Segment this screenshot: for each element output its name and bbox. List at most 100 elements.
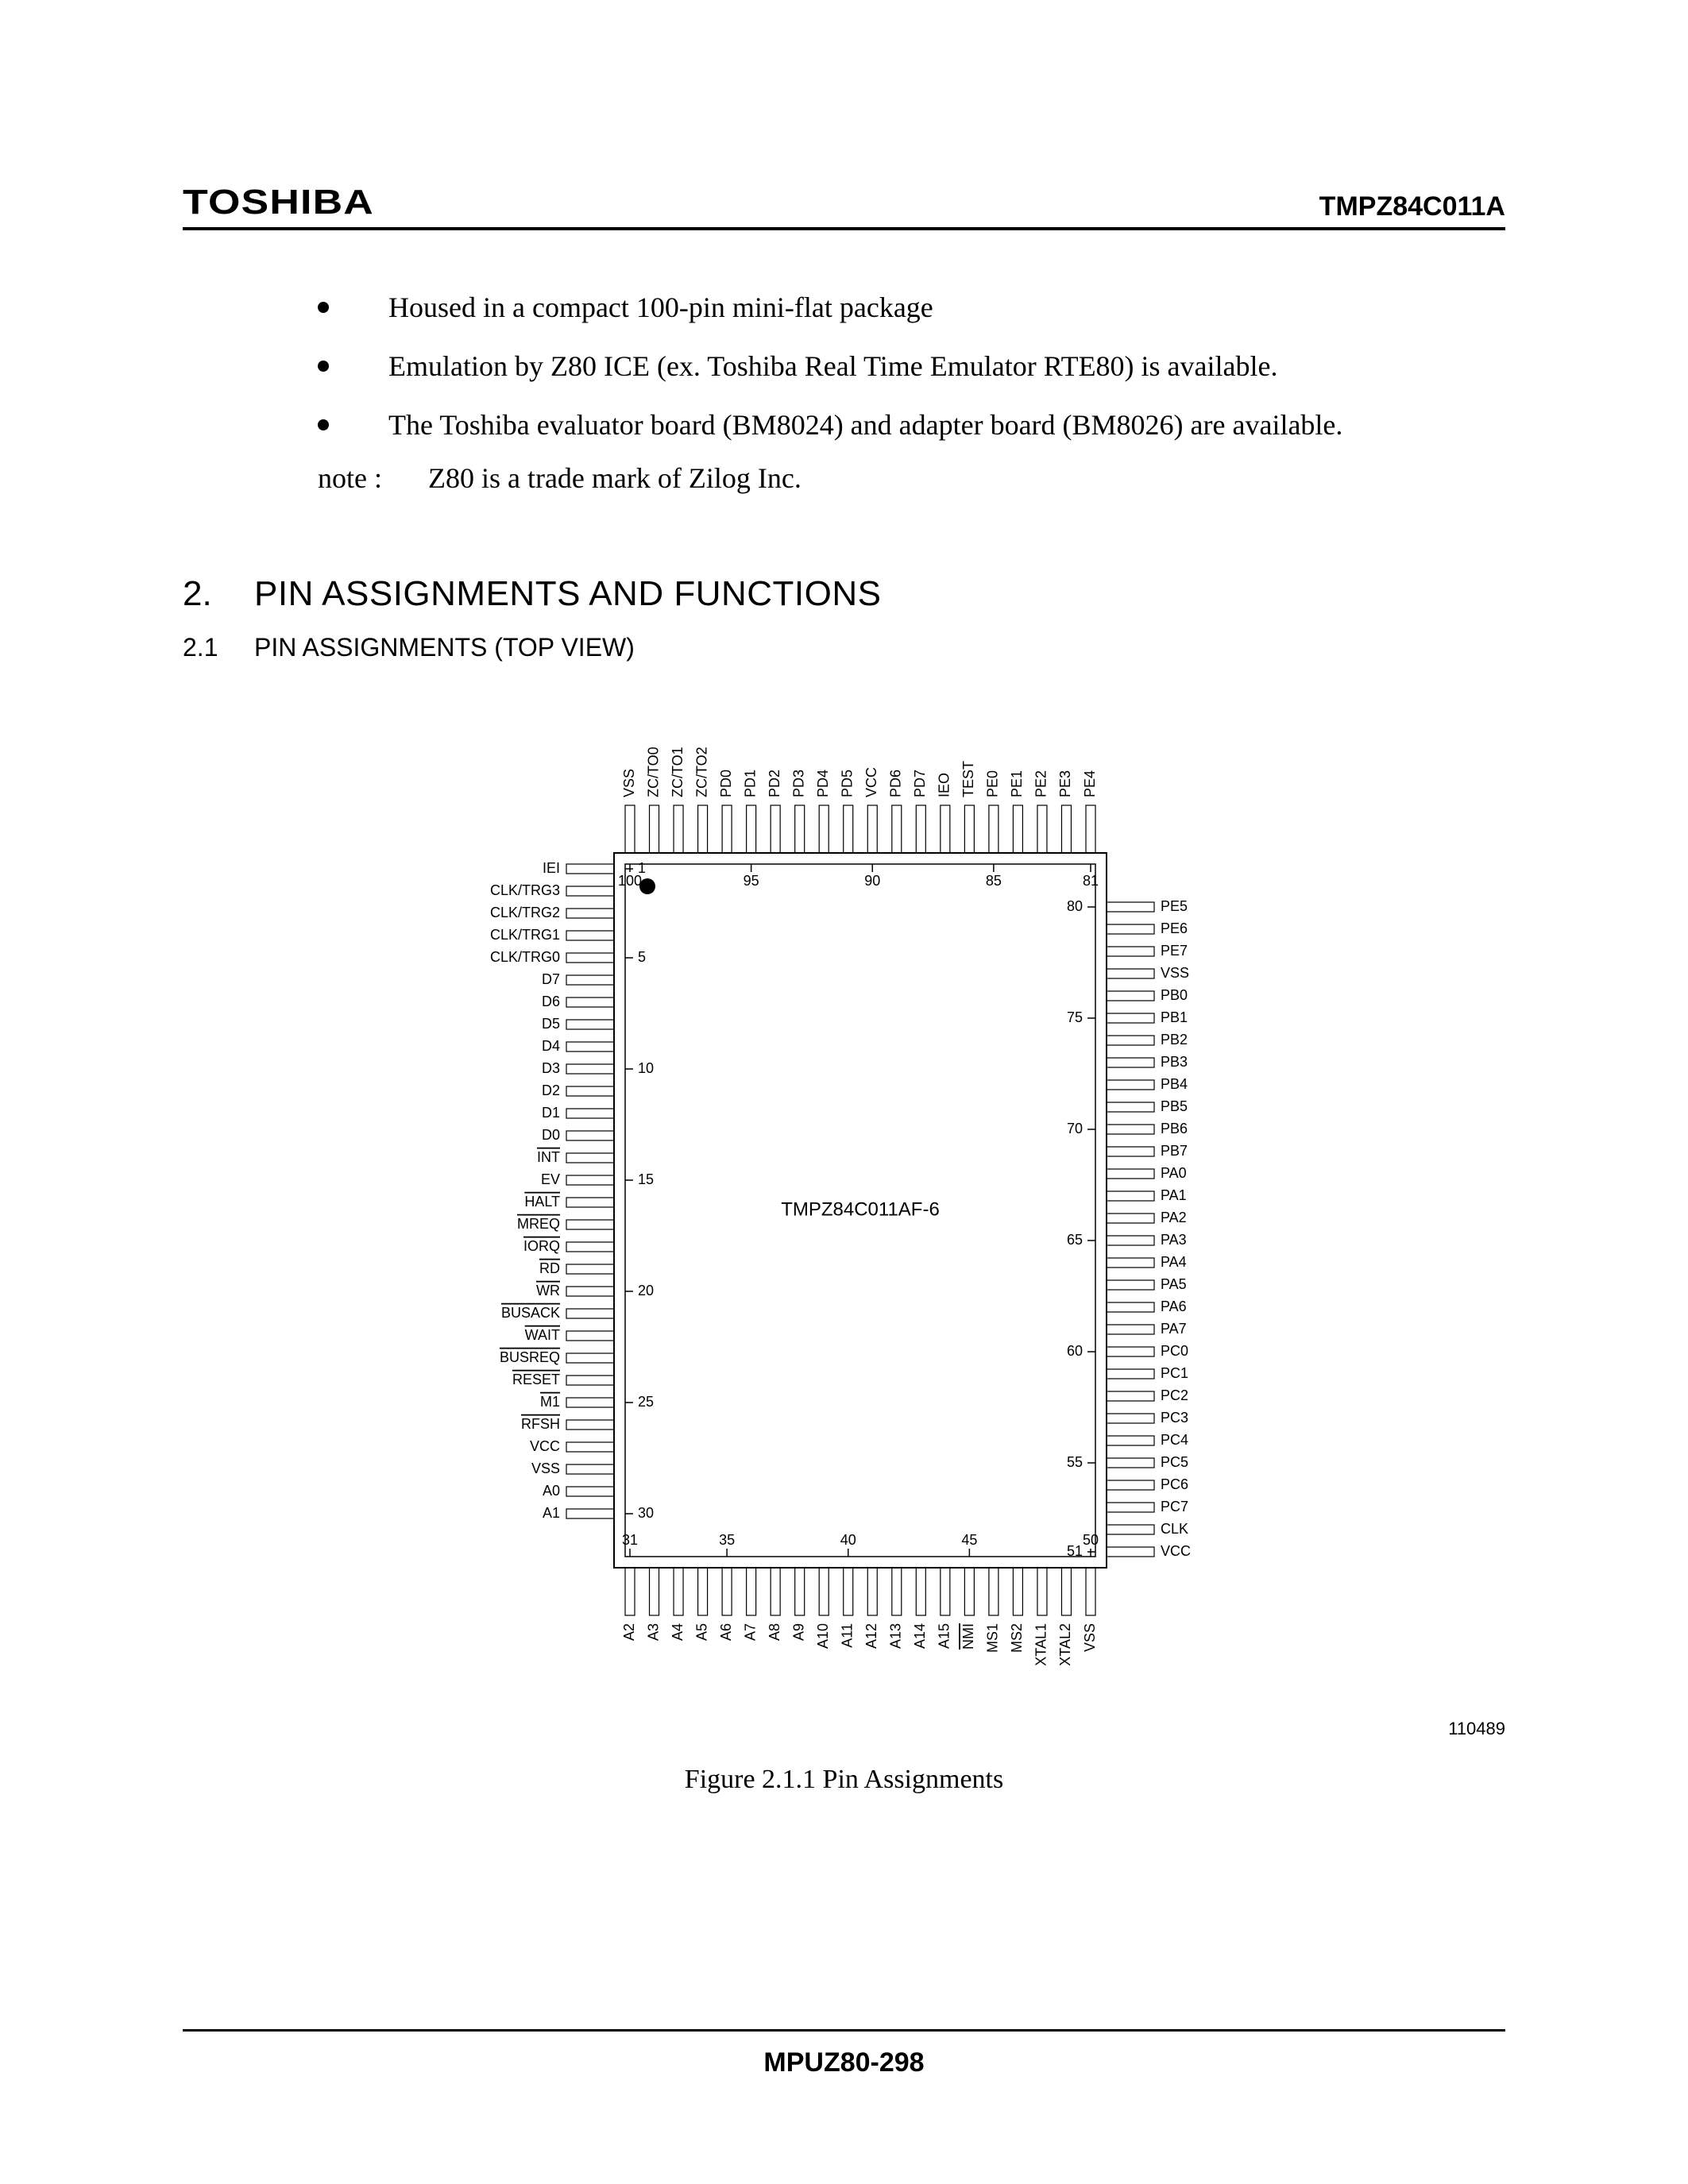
svg-text:PA6: PA6 — [1161, 1298, 1187, 1314]
bullet-icon — [318, 361, 329, 372]
subsection-title: PIN ASSIGNMENTS (TOP VIEW) — [254, 633, 635, 662]
svg-text:D6: D6 — [541, 994, 559, 1009]
svg-text:CLK: CLK — [1161, 1521, 1188, 1537]
svg-text:A9: A9 — [790, 1623, 806, 1641]
svg-text:MREQ: MREQ — [517, 1216, 560, 1232]
svg-text:PD1: PD1 — [742, 770, 758, 797]
svg-text:CLK/TRG2: CLK/TRG2 — [489, 905, 559, 920]
bullet-text: Emulation by Z80 ICE (ex. Toshiba Real T… — [388, 345, 1277, 389]
svg-text:TEST: TEST — [960, 761, 976, 797]
svg-text:D5: D5 — [541, 1016, 559, 1032]
svg-text:PA4: PA4 — [1161, 1254, 1187, 1270]
svg-text:31: 31 — [621, 1532, 637, 1548]
brand-label: TOSHIBA — [183, 183, 374, 222]
svg-text:PB4: PB4 — [1161, 1076, 1188, 1092]
svg-text:PC4: PC4 — [1161, 1432, 1188, 1448]
subsection-heading: 2.1 PIN ASSIGNMENTS (TOP VIEW) — [183, 633, 1505, 662]
svg-text:M1: M1 — [539, 1394, 559, 1410]
svg-text:PC2: PC2 — [1161, 1387, 1188, 1403]
svg-text:5: 5 — [638, 949, 646, 965]
svg-text:WAIT: WAIT — [524, 1327, 559, 1343]
svg-text:CLK/TRG3: CLK/TRG3 — [489, 882, 559, 898]
svg-text:50: 50 — [1082, 1532, 1098, 1548]
svg-text:VCC: VCC — [863, 767, 879, 797]
svg-text:D7: D7 — [541, 971, 559, 987]
list-item: Housed in a compact 100-pin mini-flat pa… — [318, 286, 1505, 330]
svg-text:A5: A5 — [693, 1623, 709, 1641]
svg-text:IORQ: IORQ — [523, 1238, 559, 1254]
svg-text:VSS: VSS — [620, 769, 636, 797]
svg-text:A6: A6 — [717, 1623, 733, 1641]
note-text: Z80 is a trade mark of Zilog Inc. — [428, 462, 802, 494]
svg-text:VCC: VCC — [1161, 1543, 1191, 1559]
bullet-icon — [318, 302, 329, 313]
svg-text:PE5: PE5 — [1161, 898, 1188, 914]
svg-text:WR: WR — [536, 1283, 560, 1298]
svg-text:IEI: IEI — [542, 860, 559, 876]
svg-text:45: 45 — [961, 1532, 977, 1548]
subsection-number: 2.1 — [183, 633, 254, 662]
svg-text:D1: D1 — [541, 1105, 559, 1121]
figure-caption: Figure 2.1.1 Pin Assignments — [183, 1765, 1505, 1795]
svg-text:PD3: PD3 — [790, 770, 806, 797]
bullet-text: The Toshiba evaluator board (BM8024) and… — [388, 403, 1342, 448]
svg-text:51: 51 — [1066, 1543, 1082, 1559]
svg-text:ZC/TO2: ZC/TO2 — [693, 747, 709, 798]
note-label: note : — [318, 462, 382, 494]
svg-text:XTAL1: XTAL1 — [1033, 1623, 1049, 1666]
svg-text:ZC/TO1: ZC/TO1 — [669, 747, 685, 798]
svg-text:A3: A3 — [645, 1623, 661, 1641]
svg-text:INT: INT — [537, 1149, 560, 1165]
svg-text:PA5: PA5 — [1161, 1276, 1187, 1292]
list-item: Emulation by Z80 ICE (ex. Toshiba Real T… — [318, 345, 1505, 389]
svg-text:PC0: PC0 — [1161, 1343, 1188, 1359]
svg-text:XTAL2: XTAL2 — [1057, 1623, 1073, 1666]
svg-text:D3: D3 — [541, 1060, 559, 1076]
svg-text:A15: A15 — [936, 1623, 952, 1649]
svg-text:TMPZ84C011AF-6: TMPZ84C011AF-6 — [781, 1199, 940, 1221]
svg-text:D4: D4 — [541, 1038, 559, 1054]
svg-text:D0: D0 — [541, 1127, 559, 1143]
svg-text:RFSH: RFSH — [521, 1416, 560, 1432]
svg-text:80: 80 — [1066, 898, 1082, 914]
svg-text:PB2: PB2 — [1161, 1032, 1188, 1048]
svg-text:PC1: PC1 — [1161, 1365, 1188, 1381]
footer-text: MPUZ80-298 — [763, 2047, 924, 2078]
svg-text:95: 95 — [743, 873, 759, 889]
svg-text:PC7: PC7 — [1161, 1499, 1188, 1515]
svg-text:55: 55 — [1066, 1454, 1082, 1470]
svg-text:PD5: PD5 — [839, 770, 855, 797]
svg-text:RESET: RESET — [512, 1372, 559, 1387]
svg-text:PA2: PA2 — [1161, 1210, 1187, 1225]
svg-text:PC6: PC6 — [1161, 1476, 1188, 1492]
svg-text:MS2: MS2 — [1009, 1623, 1025, 1653]
svg-text:PB3: PB3 — [1161, 1054, 1188, 1070]
svg-text:PE1: PE1 — [1009, 770, 1025, 797]
svg-text:10: 10 — [638, 1060, 654, 1076]
svg-text:VCC: VCC — [529, 1438, 559, 1454]
page-footer: MPUZ80-298 — [183, 2029, 1505, 2078]
svg-text:A13: A13 — [887, 1623, 903, 1649]
part-number: TMPZ84C011A — [1319, 191, 1505, 222]
svg-text:PE6: PE6 — [1161, 920, 1188, 936]
svg-text:30: 30 — [638, 1505, 654, 1521]
svg-text:20: 20 — [638, 1283, 654, 1298]
svg-text:PD0: PD0 — [717, 770, 733, 797]
svg-text:100: 100 — [617, 873, 641, 889]
svg-text:PE2: PE2 — [1033, 770, 1049, 797]
svg-text:MS1: MS1 — [984, 1623, 1000, 1653]
svg-text:PC3: PC3 — [1161, 1410, 1188, 1426]
svg-text:PA7: PA7 — [1161, 1321, 1187, 1337]
svg-text:90: 90 — [864, 873, 880, 889]
svg-text:IEO: IEO — [936, 773, 952, 797]
svg-text:35: 35 — [719, 1532, 735, 1548]
svg-text:HALT: HALT — [524, 1194, 560, 1210]
svg-text:PD4: PD4 — [814, 770, 830, 797]
svg-text:A2: A2 — [620, 1623, 636, 1641]
svg-text:EV: EV — [540, 1171, 559, 1187]
svg-text:PE0: PE0 — [984, 770, 1000, 797]
svg-text:PB1: PB1 — [1161, 1009, 1188, 1025]
svg-text:81: 81 — [1082, 873, 1098, 889]
svg-text:RD: RD — [539, 1260, 560, 1276]
svg-text:PB5: PB5 — [1161, 1098, 1188, 1114]
